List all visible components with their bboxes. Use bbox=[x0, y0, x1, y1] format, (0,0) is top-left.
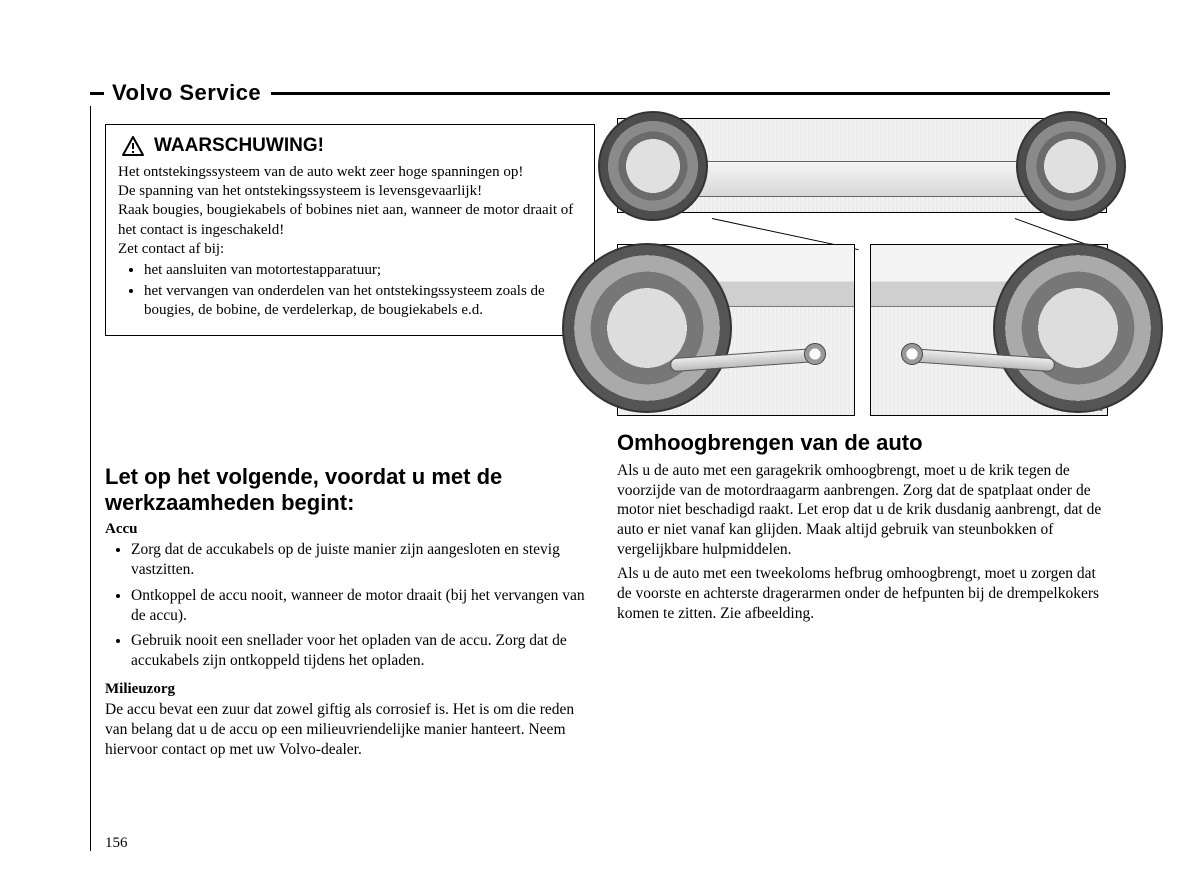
warning-heading: WAARSCHUWING! bbox=[154, 135, 324, 157]
warning-triangle-icon bbox=[122, 136, 144, 156]
illustration-panel-overview bbox=[617, 118, 1107, 213]
section-header: Volvo Service bbox=[90, 80, 1110, 106]
right-paragraph: Als u de auto met een garagekrik omhoogb… bbox=[617, 461, 1107, 560]
warning-text: Raak bougies, bougiekabels of bobines ni… bbox=[118, 201, 582, 239]
accu-item: Zorg dat de accukabels op de juiste mani… bbox=[131, 540, 595, 580]
warning-text: De spanning van het ontstekingssysteem i… bbox=[118, 182, 582, 201]
warning-item: het aansluiten van motortestapparatuur; bbox=[144, 261, 582, 280]
jack-points-illustration: 7700243d bbox=[617, 118, 1107, 418]
left-column: WAARSCHUWING! Het ontstekingssysteem van… bbox=[105, 118, 595, 764]
right-paragraph: Als u de auto met een tweekoloms hefbrug… bbox=[617, 564, 1107, 623]
illustration-panel-rear-jack: 7700243d bbox=[870, 244, 1108, 416]
accu-item: Gebruik nooit een snellader voor het opl… bbox=[131, 631, 595, 671]
right-column: 7700243d Omhoogbrengen van de auto Als u… bbox=[617, 118, 1107, 764]
rule-right bbox=[271, 92, 1110, 95]
milieu-subheading: Milieuzorg bbox=[105, 681, 595, 698]
illustration-panel-front-jack bbox=[617, 244, 855, 416]
milieu-paragraph: De accu bevat een zuur dat zowel giftig … bbox=[105, 700, 595, 759]
accu-subheading: Accu bbox=[105, 521, 595, 538]
warning-text: Het ontstekingssysteem van de auto wekt … bbox=[118, 163, 582, 182]
accu-item: Ontkoppel de accu nooit, wanneer de moto… bbox=[131, 586, 595, 626]
section-title: Volvo Service bbox=[112, 80, 261, 106]
warning-box: WAARSCHUWING! Het ontstekingssysteem van… bbox=[105, 124, 595, 336]
margin-rule bbox=[90, 106, 91, 851]
warning-text: Zet contact af bij: bbox=[118, 240, 582, 259]
page-number: 156 bbox=[105, 835, 128, 852]
warning-item: het vervangen van onderdelen van het ont… bbox=[144, 282, 582, 320]
figure-reference: 7700243d bbox=[1067, 404, 1103, 413]
left-heading: Let op het volgende, voordat u met de we… bbox=[105, 464, 595, 518]
rule-left bbox=[90, 92, 104, 95]
right-heading: Omhoogbrengen van de auto bbox=[617, 430, 1107, 457]
